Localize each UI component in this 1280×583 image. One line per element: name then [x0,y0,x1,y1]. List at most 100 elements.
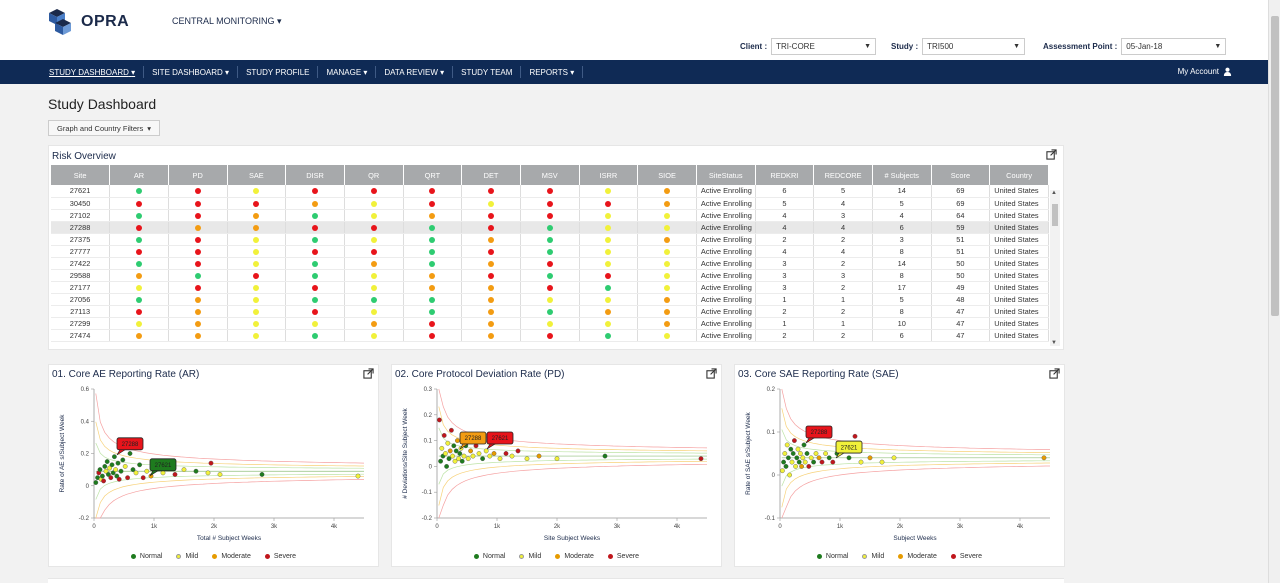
kri-status-cell[interactable] [168,209,227,221]
column-header[interactable]: DET [462,165,521,185]
kri-status-cell[interactable] [286,317,345,329]
column-header[interactable]: REDCORE [814,165,873,185]
kri-status-cell[interactable] [227,233,286,245]
kri-status-cell[interactable] [110,281,169,293]
column-header[interactable]: Country [990,165,1049,185]
kri-status-cell[interactable] [638,293,697,305]
kri-status-cell[interactable] [403,197,462,209]
kri-status-cell[interactable] [520,209,579,221]
kri-status-cell[interactable] [579,281,638,293]
kri-status-cell[interactable] [403,269,462,281]
kri-status-cell[interactable] [520,305,579,317]
kri-status-cell[interactable] [344,221,403,233]
table-row[interactable]: 27621 Active Enrolling 6 5 14 69 United States [51,185,1049,197]
scroll-down-icon[interactable]: ▼ [1051,340,1057,346]
kri-status-cell[interactable] [286,209,345,221]
kri-status-cell[interactable] [403,281,462,293]
column-header[interactable]: QR [344,165,403,185]
kri-status-cell[interactable] [579,209,638,221]
column-header[interactable]: Site [51,165,110,185]
kri-status-cell[interactable] [168,317,227,329]
table-row[interactable]: 27102 Active Enrolling 4 3 4 64 United States [51,209,1049,221]
table-row[interactable]: 27474 Active Enrolling 2 2 6 47 United States [51,329,1049,341]
kri-status-cell[interactable] [344,197,403,209]
table-scrollbar-thumb[interactable] [1052,204,1058,226]
kri-status-cell[interactable] [344,329,403,341]
column-header[interactable]: QRT [403,165,462,185]
export-icon[interactable] [706,368,717,379]
kri-status-cell[interactable] [168,245,227,257]
study-select[interactable]: TRI500 ▼ [922,38,1025,55]
kri-status-cell[interactable] [227,293,286,305]
kri-status-cell[interactable] [168,269,227,281]
graph-country-filters-button[interactable]: Graph and Country Filters ▾ [48,120,160,136]
kri-status-cell[interactable] [227,245,286,257]
table-row[interactable]: 27299 Active Enrolling 1 1 10 47 United States [51,317,1049,329]
kri-status-cell[interactable] [110,257,169,269]
nav-site-dashboard[interactable]: SITE DASHBOARD ▾ [144,66,238,78]
table-row[interactable]: 27777 Active Enrolling 4 4 8 51 United States [51,245,1049,257]
kri-status-cell[interactable] [638,257,697,269]
kri-status-cell[interactable] [403,221,462,233]
kri-status-cell[interactable] [462,329,521,341]
kri-status-cell[interactable] [579,269,638,281]
kri-status-cell[interactable] [110,317,169,329]
column-header[interactable]: SAE [227,165,286,185]
kri-status-cell[interactable] [168,305,227,317]
kri-status-cell[interactable] [344,269,403,281]
nav-reports[interactable]: REPORTS ▾ [521,66,583,78]
column-header[interactable]: Score [931,165,990,185]
table-row[interactable]: 27375 Active Enrolling 2 2 3 51 United States [51,233,1049,245]
kri-status-cell[interactable] [344,185,403,197]
kri-status-cell[interactable] [227,329,286,341]
kri-status-cell[interactable] [579,197,638,209]
kri-status-cell[interactable] [110,293,169,305]
kri-status-cell[interactable] [462,293,521,305]
kri-status-cell[interactable] [520,233,579,245]
kri-status-cell[interactable] [227,197,286,209]
kri-status-cell[interactable] [638,209,697,221]
kri-status-cell[interactable] [227,305,286,317]
kri-status-cell[interactable] [227,221,286,233]
legend-item-normal[interactable]: Normal [474,553,506,560]
kri-status-cell[interactable] [286,257,345,269]
kri-status-cell[interactable] [638,329,697,341]
legend-item-severe[interactable]: Severe [265,553,296,560]
table-row[interactable]: 27056 Active Enrolling 1 1 5 48 United States [51,293,1049,305]
kri-status-cell[interactable] [286,185,345,197]
kri-status-cell[interactable] [638,317,697,329]
kri-status-cell[interactable] [579,257,638,269]
kri-status-cell[interactable] [638,281,697,293]
kri-status-cell[interactable] [344,317,403,329]
kri-status-cell[interactable] [227,185,286,197]
kri-status-cell[interactable] [110,233,169,245]
table-row[interactable]: 27113 Active Enrolling 2 2 8 47 United States [51,305,1049,317]
opra-logo[interactable]: OPRA [47,5,147,39]
kri-status-cell[interactable] [403,305,462,317]
kri-status-cell[interactable] [520,197,579,209]
column-header[interactable]: ISRR [579,165,638,185]
kri-status-cell[interactable] [286,197,345,209]
kri-status-cell[interactable] [638,269,697,281]
nav-data-review[interactable]: DATA REVIEW ▾ [376,66,453,78]
kri-status-cell[interactable] [462,269,521,281]
kri-status-cell[interactable] [579,293,638,305]
kri-status-cell[interactable] [286,329,345,341]
legend-item-moderate[interactable]: Moderate [555,553,594,560]
kri-status-cell[interactable] [344,209,403,221]
kri-status-cell[interactable] [227,281,286,293]
legend-item-mild[interactable]: Mild [176,553,198,560]
kri-status-cell[interactable] [286,293,345,305]
legend-item-mild[interactable]: Mild [519,553,541,560]
column-header[interactable]: SIOE [638,165,697,185]
kri-status-cell[interactable] [403,329,462,341]
kri-status-cell[interactable] [403,185,462,197]
kri-status-cell[interactable] [344,281,403,293]
kri-status-cell[interactable] [344,257,403,269]
kri-status-cell[interactable] [520,269,579,281]
kri-status-cell[interactable] [110,305,169,317]
kri-status-cell[interactable] [403,257,462,269]
kri-status-cell[interactable] [168,185,227,197]
